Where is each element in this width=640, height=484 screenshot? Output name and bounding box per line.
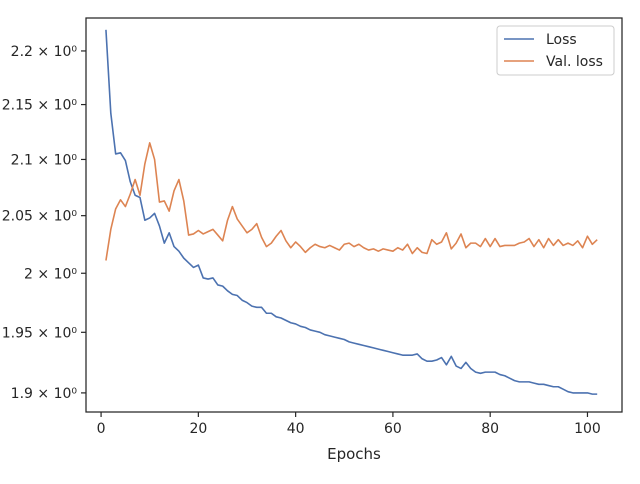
y-axis-ticks: 1.9 × 10⁰ 1.95 × 10⁰ 2 × 10⁰ 2.05 × 10⁰ 2.1 … — [2, 44, 86, 402]
x-axis-ticks: 0 20 40 60 80 100 — [97, 412, 601, 437]
y-tick-label: 1.9 × 10⁰ — [11, 386, 78, 402]
series-line-loss — [105, 29, 598, 395]
series-layer — [105, 29, 598, 395]
y-tick-label: 1.95 × 10⁰ — [2, 325, 78, 341]
legend-label-val-loss: Val. loss — [546, 54, 603, 70]
plot-background — [86, 18, 622, 412]
x-tick-label: 80 — [481, 421, 499, 437]
x-tick-label: 0 — [97, 421, 106, 437]
x-tick-label: 60 — [384, 421, 402, 437]
y-tick-label: 2 × 10⁰ — [24, 266, 77, 282]
x-tick-label: 20 — [189, 421, 207, 437]
x-tick-label: 40 — [287, 421, 305, 437]
x-axis-label: Epochs — [327, 445, 381, 463]
series-line-val-loss — [105, 142, 598, 261]
plot-frame — [85, 17, 623, 413]
x-tick-label: 100 — [574, 421, 601, 437]
y-tick-label: 2.2 × 10⁰ — [11, 44, 78, 60]
legend: Loss Val. loss — [496, 25, 615, 76]
y-tick-label: 2.1 × 10⁰ — [11, 152, 78, 168]
legend-label-loss: Loss — [546, 32, 577, 48]
y-tick-label: 2.05 × 10⁰ — [2, 209, 78, 225]
y-tick-label: 2.15 × 10⁰ — [2, 98, 78, 114]
